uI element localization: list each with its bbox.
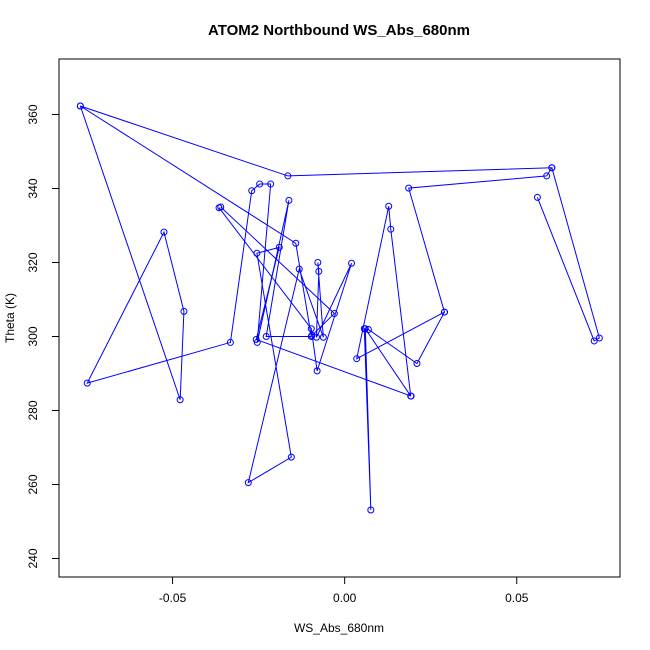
y-tick-label: 280 <box>26 400 40 420</box>
y-tick-label: 260 <box>26 474 40 494</box>
data-point <box>295 265 303 273</box>
data-point <box>595 334 603 342</box>
data-point <box>319 333 327 341</box>
data-point <box>292 239 300 247</box>
x-tick-label: -0.05 <box>159 591 187 605</box>
data-point <box>543 172 551 180</box>
data-point <box>348 259 356 267</box>
data-point <box>330 310 338 318</box>
data-point <box>413 360 421 368</box>
data-point <box>267 180 275 188</box>
data-point <box>407 392 415 400</box>
data-point <box>314 259 322 266</box>
data-point <box>315 267 323 275</box>
data-point <box>440 308 448 316</box>
data-point <box>405 184 413 192</box>
data-point <box>312 333 320 341</box>
series-line <box>79 105 553 511</box>
y-axis: 240 260 280 300 320 340 360 <box>26 104 59 569</box>
y-tick-label: 340 <box>26 178 40 198</box>
data-point <box>252 335 260 343</box>
series-2 <box>215 204 415 487</box>
x-tick-label: 0.00 <box>333 591 357 605</box>
x-axis: -0.05 0.00 0.05 <box>159 577 529 605</box>
data-point <box>226 338 234 346</box>
data-point <box>313 367 321 375</box>
data-point <box>217 203 225 211</box>
series-layer <box>76 102 603 514</box>
data-point <box>83 379 91 387</box>
series-4 <box>217 203 338 339</box>
series-line <box>220 206 336 336</box>
data-point <box>253 249 261 257</box>
data-point <box>256 180 264 188</box>
series-line <box>218 207 412 484</box>
data-point <box>533 193 541 201</box>
y-tick-label: 320 <box>26 252 40 272</box>
data-point <box>353 355 361 363</box>
data-point <box>244 479 252 487</box>
data-point <box>176 396 184 404</box>
data-point <box>367 506 375 514</box>
data-point <box>361 325 369 333</box>
data-point <box>284 172 292 180</box>
y-tick-label: 360 <box>26 104 40 124</box>
x-tick-label: 0.05 <box>505 591 529 605</box>
data-point <box>248 187 256 195</box>
y-axis-label: Theta (K) <box>3 293 17 343</box>
data-point <box>287 453 295 461</box>
data-point <box>548 164 556 172</box>
data-point <box>262 333 270 340</box>
chart-title: ATOM2 Northbound WS_Abs_680nm <box>208 22 470 39</box>
data-point <box>275 243 283 251</box>
data-point <box>364 325 372 333</box>
data-point <box>180 307 188 315</box>
data-point <box>308 331 316 339</box>
data-point <box>387 225 395 233</box>
data-point <box>76 102 84 110</box>
data-point <box>160 228 168 236</box>
data-point <box>307 333 315 340</box>
data-point <box>285 196 293 204</box>
data-point <box>590 337 598 345</box>
plot-frame <box>58 58 621 578</box>
y-tick-label: 240 <box>26 548 40 568</box>
data-point <box>385 202 393 210</box>
y-tick-label: 300 <box>26 326 40 346</box>
series-3 <box>533 164 603 345</box>
x-axis-label: WS_Abs_680nm <box>294 621 384 635</box>
data-point <box>307 325 315 333</box>
